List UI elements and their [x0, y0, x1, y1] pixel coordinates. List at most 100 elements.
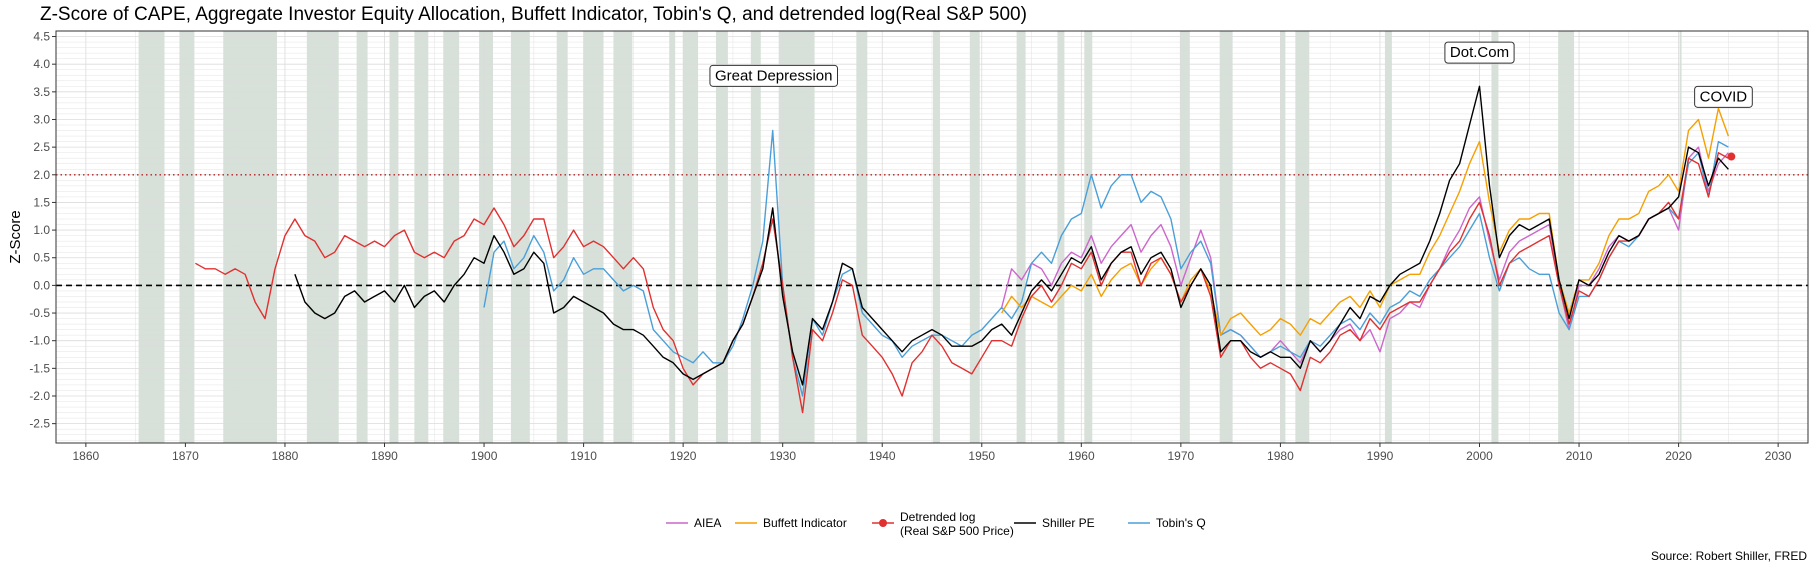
recession-band — [138, 31, 165, 443]
y-axis-label: Z-Score — [7, 210, 24, 263]
x-tick-label: 2010 — [1566, 449, 1593, 463]
legend-label: Tobin's Q — [1156, 516, 1206, 530]
x-tick-label: 1870 — [172, 449, 199, 463]
x-tick-label: 1930 — [769, 449, 796, 463]
recession-band — [1491, 31, 1499, 443]
legend-marker — [879, 519, 887, 527]
recession-band — [1679, 31, 1682, 443]
endpoint-marker — [1727, 152, 1736, 161]
recession-band — [613, 31, 633, 443]
y-tick-label: 1.5 — [33, 195, 50, 209]
annotation-box — [709, 64, 839, 87]
annotation-text: Great Depression — [715, 67, 833, 84]
series-lines — [195, 85, 1736, 414]
recession-band — [750, 31, 761, 443]
recession-band — [179, 31, 195, 443]
x-tick-label: 1860 — [73, 449, 100, 463]
y-tick-label: 0.0 — [33, 278, 50, 292]
recession-band — [1016, 31, 1026, 443]
y-tick-label: -2.5 — [29, 417, 50, 431]
source-caption: Source: Robert Shiller, FRED — [1650, 549, 1807, 563]
y-tick-label: 4.5 — [33, 30, 50, 44]
x-tick-label: 2030 — [1765, 449, 1792, 463]
annotation-label: COVID — [1694, 85, 1753, 108]
recession-band — [414, 31, 429, 443]
x-tick-label: 1890 — [371, 449, 398, 463]
recession-band — [479, 31, 494, 443]
x-tick-label: 1980 — [1267, 449, 1294, 463]
recession-band — [856, 31, 868, 443]
recession-band — [1558, 31, 1575, 443]
recession-band — [1384, 31, 1392, 443]
legend: AIEA Buffett Indicator Detrended log(Real … — [666, 510, 1206, 538]
recession-band — [1219, 31, 1233, 443]
x-tick-label: 1920 — [670, 449, 697, 463]
recession-band — [1295, 31, 1310, 443]
y-tick-label: 2.0 — [33, 168, 50, 182]
recession-band — [556, 31, 568, 443]
annotation-label: Great Depression — [709, 64, 839, 87]
y-tick-label: -2.0 — [29, 389, 50, 403]
recession-band — [969, 31, 980, 443]
legend-entry: AIEA — [666, 516, 721, 530]
recession-band — [223, 31, 277, 443]
annotation-box — [1444, 41, 1515, 64]
recession-band — [1280, 31, 1286, 443]
plot-border — [55, 30, 1809, 444]
x-tick-label: 1880 — [272, 449, 299, 463]
y-tick-label: -1.5 — [29, 361, 50, 375]
x-tick-label: 1910 — [570, 449, 597, 463]
recession-band — [443, 31, 460, 443]
y-tick-label: 0.5 — [33, 251, 50, 265]
recession-band — [583, 31, 604, 443]
y-tick-label: 3.5 — [33, 85, 50, 99]
recession-band — [715, 31, 728, 443]
x-tick-label: 1970 — [1168, 449, 1195, 463]
series-line-tobin-s-q — [483, 129, 1729, 397]
recession-band — [683, 31, 699, 443]
y-tick-label: 4.0 — [33, 57, 50, 71]
grid-lines — [56, 30, 1808, 443]
x-tick-label: 1940 — [869, 449, 896, 463]
series-line-shiller-pe — [294, 85, 1729, 386]
legend-entry: Shiller PE — [1014, 516, 1095, 530]
recession-band — [669, 31, 676, 443]
annotation-box — [1694, 85, 1753, 108]
legend-label: AIEA — [694, 516, 721, 530]
annotation-label: Dot.Com — [1444, 41, 1515, 64]
y-tick-label: -0.5 — [29, 306, 50, 320]
recession-band — [1084, 31, 1093, 443]
y-tick-label: 3.0 — [33, 112, 50, 126]
recession-band — [1179, 31, 1190, 443]
x-tick-label: 1900 — [471, 449, 498, 463]
legend-entry: Tobin's Q — [1128, 516, 1206, 530]
y-tick-label: 2.5 — [33, 140, 50, 154]
recession-band — [510, 31, 530, 443]
y-tick-label: 1.0 — [33, 223, 50, 237]
recession-band — [932, 31, 940, 443]
reference-lines — [56, 174, 1808, 287]
legend-label: Shiller PE — [1042, 516, 1095, 530]
legend-label-line2: (Real S&P 500 Price) — [900, 524, 1014, 538]
recession-band — [306, 31, 339, 443]
legend-label: Detrended log — [900, 510, 975, 524]
annotation-text: COVID — [1700, 88, 1748, 105]
y-tick-label: -1.0 — [29, 334, 50, 348]
series-line-aiea — [1001, 146, 1729, 364]
annotation-text: Dot.Com — [1450, 44, 1509, 61]
legend-label: Buffett Indicator — [763, 516, 847, 530]
x-tick-label: 1950 — [968, 449, 995, 463]
annotations: Great Depression Dot.Com COVID — [709, 41, 1753, 108]
axes: 1860 1870 1880 1890 1900 1910 1920 1930 1940 1950… — [7, 30, 1809, 463]
series-line-buffett-indicator — [1001, 107, 1730, 336]
x-tick-label: 1990 — [1367, 449, 1394, 463]
legend-entry: Detrended log(Real S&P 500 Price) — [872, 510, 1014, 538]
recession-band — [356, 31, 368, 443]
x-tick-label: 2000 — [1466, 449, 1493, 463]
chart-title: Z-Score of CAPE, Aggregate Investor Equi… — [40, 4, 1027, 25]
series-line-detrended-log — [195, 152, 1729, 414]
x-tick-label: 1960 — [1068, 449, 1095, 463]
legend-entry: Buffett Indicator — [735, 516, 847, 530]
recession-shading — [138, 31, 1682, 443]
